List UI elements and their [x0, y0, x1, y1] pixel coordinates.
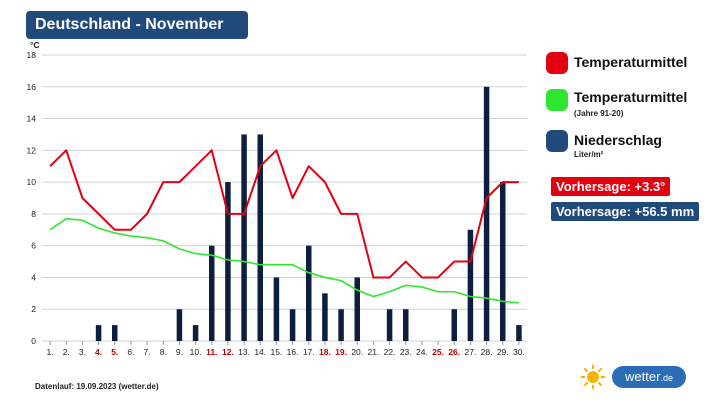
forecast-temperature: Vorhersage: +3.3° [551, 177, 671, 196]
x-tick-label: 2. [63, 347, 70, 357]
y-tick-label: 14 [27, 114, 37, 124]
x-tick-label: 28. [481, 347, 493, 357]
x-tick-label: 15. [271, 347, 283, 357]
x-tick-label: 14. [254, 347, 266, 357]
precipitation-bar [273, 277, 280, 341]
y-tick-label: 16 [27, 82, 37, 92]
x-tick-label: 1. [47, 347, 54, 357]
x-tick-label: 17. [303, 347, 315, 357]
x-tick-label: 5. [111, 347, 118, 357]
y-tick-label: 10 [27, 177, 37, 187]
brand-pill: wetter.de [612, 366, 686, 388]
x-tick-label: 23. [400, 347, 412, 357]
precipitation-bar [209, 245, 215, 341]
precipitation-bar [306, 245, 312, 341]
x-tick-label: 20. [351, 347, 363, 357]
y-tick-label: 12 [27, 145, 37, 155]
x-tick-label: 26. [448, 347, 460, 357]
x-tick-label: 7. [144, 347, 151, 357]
precipitation-bar [451, 309, 457, 341]
x-tick-label: 16. [287, 347, 299, 357]
precipitation-bar [241, 134, 247, 341]
legend-sub-years: (Jahre 91-20) [574, 109, 624, 118]
x-tick-label: 25. [432, 347, 444, 357]
precipitation-bar [289, 309, 296, 341]
legend-sub-unit: Liter/m² [574, 150, 604, 159]
precipitation-bar [257, 134, 263, 341]
precipitation-bar [483, 86, 490, 342]
x-tick-label: 9. [176, 347, 183, 357]
precipitation-bar [403, 309, 409, 341]
sun-icon [580, 364, 606, 390]
x-tick-label: 6. [127, 347, 134, 357]
precipitation-bar [516, 325, 522, 341]
temperature-line [49, 149, 519, 279]
precipitation-bar [95, 325, 102, 341]
x-tick-label: 19. [335, 347, 347, 357]
x-tick-label: 10. [190, 347, 202, 357]
legend-swatch-green [546, 89, 568, 111]
precipitation-bar [225, 182, 231, 341]
precipitation-bar [112, 325, 118, 341]
legend-label-precipitation: Niederschlag [574, 132, 662, 148]
x-tick-label: 11. [206, 347, 217, 357]
precipitation-bar [467, 229, 474, 341]
x-tick-label: 30. [513, 347, 525, 357]
x-tick-label: 24. [416, 347, 428, 357]
wetter-logo[interactable]: wetter.de [580, 364, 690, 390]
x-tick-label: 4. [95, 347, 102, 357]
y-axis-unit: °C [30, 40, 40, 50]
y-tick-label: 18 [27, 50, 37, 60]
x-tick-label: 3. [79, 347, 86, 357]
x-tick-label: 18. [319, 347, 331, 357]
y-tick-label: 2 [31, 304, 36, 314]
precipitation-bar [322, 293, 328, 341]
x-tick-label: 27. [465, 347, 477, 357]
y-tick-label: 6 [31, 241, 36, 251]
x-tick-label: 22. [384, 347, 396, 357]
x-tick-label: 8. [160, 347, 167, 357]
brand-name: wetter [625, 369, 661, 384]
temperature-normal-line [49, 217, 519, 304]
legend-swatch-red [546, 52, 568, 74]
x-tick-label: 29. [497, 347, 509, 357]
legend-label-temperature: Temperaturmittel [574, 54, 688, 70]
x-tick-label: 13. [238, 347, 250, 357]
data-run-footer: Datenlauf: 19.09.2023 (wetter.de) [35, 382, 159, 391]
brand-domain: .de [660, 373, 673, 383]
precipitation-bar [354, 277, 360, 341]
y-tick-label: 4 [31, 272, 36, 282]
precipitation-bar [176, 309, 183, 341]
y-tick-label: 8 [31, 209, 36, 219]
precipitation-bar [500, 182, 506, 341]
page-title: Deutschland - November [26, 11, 248, 39]
x-tick-label: 12. [222, 347, 234, 357]
precipitation-bar [386, 309, 393, 341]
legend-label-temperature-normal: Temperaturmittel [574, 89, 688, 105]
y-tick-label: 0 [31, 336, 36, 346]
legend-swatch-navy [546, 130, 568, 152]
precipitation-bar [192, 325, 199, 341]
forecast-precipitation: Vorhersage: +56.5 mm [551, 202, 700, 221]
precipitation-bar [338, 309, 344, 341]
x-tick-label: 21. [368, 347, 380, 357]
